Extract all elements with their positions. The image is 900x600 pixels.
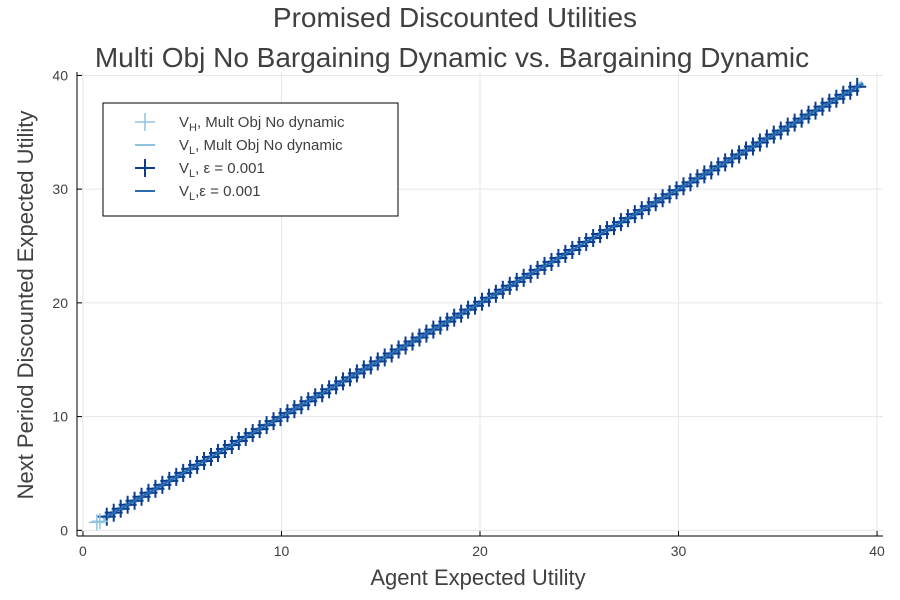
- series-layer: [88, 77, 867, 531]
- x-tick-label-4: 40: [869, 543, 885, 559]
- series-vl-eps-segment: [106, 82, 864, 518]
- x-tick-label-3: 30: [671, 543, 687, 559]
- legend-label-1: VL, Mult Obj No dynamic: [179, 137, 343, 157]
- y-axis-label: Next Period Discounted Expected Utility: [13, 111, 38, 500]
- y-tick-label-2: 20: [52, 295, 68, 311]
- vh-mult-obj-point-0: [88, 514, 105, 531]
- y-tick-label-0: 0: [60, 522, 68, 538]
- series-vl-eps-line: [106, 82, 864, 518]
- legend-swatch-0: [135, 113, 155, 131]
- chart-title-line-1: Promised Discounted Utilities: [273, 2, 637, 33]
- y-tick-label-4: 40: [52, 67, 68, 83]
- vh-mult-obj-point-1: [91, 513, 108, 530]
- y-tick-label-3: 30: [52, 181, 68, 197]
- chart-title-line-2: Multi Obj No Bargaining Dynamic vs. Barg…: [95, 42, 809, 73]
- ticks: 0 10 20 30 40 0 10 20 30 40: [52, 67, 885, 559]
- legend-swatch-2: [135, 159, 155, 177]
- legend: VH, Mult Obj No dynamic VL, Mult Obj No d…: [102, 102, 399, 217]
- x-tick-label-1: 10: [274, 543, 290, 559]
- legend-label-0: VH, Mult Obj No dynamic: [179, 114, 345, 134]
- legend-label-2: VL, ε = 0.001: [179, 160, 265, 180]
- x-tick-label-2: 20: [472, 543, 488, 559]
- legend-label-3: VL,ε = 0.001: [179, 183, 261, 203]
- x-axis-label: Agent Expected Utility: [370, 565, 585, 590]
- series-vh-mult-obj-markers: [88, 513, 108, 531]
- x-tick-label-0: 0: [79, 543, 87, 559]
- y-tick-label-1: 10: [52, 409, 68, 425]
